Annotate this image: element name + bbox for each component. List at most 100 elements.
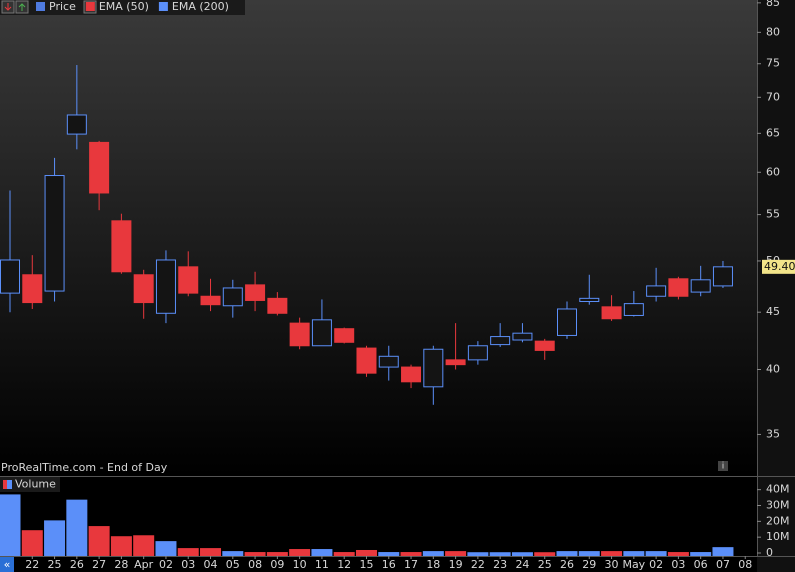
volume-bar bbox=[467, 552, 489, 556]
volume-bar bbox=[601, 551, 623, 556]
candle-body bbox=[579, 297, 600, 303]
x-tick-label: 26 bbox=[70, 558, 84, 571]
x-tick-label: 05 bbox=[226, 558, 240, 571]
volume-bar bbox=[422, 551, 444, 556]
candle-body bbox=[423, 348, 444, 388]
legend-swatch bbox=[85, 2, 95, 11]
x-tick-label: 03 bbox=[671, 558, 685, 571]
x-tick-label: 08 bbox=[248, 558, 262, 571]
candle-body bbox=[690, 279, 711, 293]
x-tick-label: May bbox=[622, 558, 645, 571]
candle-body bbox=[646, 285, 667, 297]
volume-bar bbox=[578, 551, 600, 556]
y-tick-label: 40 bbox=[766, 362, 780, 375]
volume-bar bbox=[222, 551, 244, 556]
y-tick-label: 70 bbox=[766, 90, 780, 103]
volume-bar bbox=[712, 547, 734, 556]
x-tick-label: 22 bbox=[25, 558, 39, 571]
volume-bar bbox=[155, 541, 177, 556]
down-icon bbox=[4, 3, 12, 11]
candle-body bbox=[0, 259, 20, 294]
info-button[interactable] bbox=[718, 461, 728, 471]
volume-bar bbox=[177, 548, 199, 556]
volume-bar bbox=[667, 552, 689, 556]
last-price-box bbox=[762, 259, 795, 274]
legend-label: EMA (200) bbox=[172, 0, 229, 13]
y-tick-label: 65 bbox=[766, 126, 780, 139]
y-tick-label: 85 bbox=[766, 0, 780, 9]
x-tick-label: 02 bbox=[159, 558, 173, 571]
scroll-left-button[interactable] bbox=[0, 557, 14, 572]
x-tick-label: 25 bbox=[48, 558, 62, 571]
volume-bar bbox=[66, 499, 88, 556]
candle-body bbox=[111, 220, 132, 273]
volume-bar bbox=[133, 535, 155, 556]
candle-body bbox=[401, 366, 422, 383]
volume-bar bbox=[0, 494, 21, 556]
volume-bar bbox=[400, 552, 422, 556]
candle-body bbox=[601, 306, 622, 320]
legend-label: Price bbox=[49, 0, 76, 13]
y-tick-label: 55 bbox=[766, 208, 780, 221]
volume-bar bbox=[690, 552, 712, 556]
info-icon: i bbox=[722, 462, 725, 472]
x-tick-label: 03 bbox=[181, 558, 195, 571]
y-tick-label: 80 bbox=[766, 25, 780, 38]
volume-y-tick-label: 10M bbox=[766, 530, 790, 543]
candle-body bbox=[222, 287, 243, 307]
legend-swatch bbox=[36, 2, 45, 11]
volume-bar bbox=[623, 551, 645, 556]
candle-body bbox=[89, 141, 110, 194]
candle-body bbox=[356, 347, 377, 374]
candle-body bbox=[311, 319, 332, 347]
candle-body bbox=[712, 266, 733, 287]
x-tick-label: 07 bbox=[716, 558, 730, 571]
x-tick-label: 23 bbox=[493, 558, 507, 571]
x-tick-label: 09 bbox=[270, 558, 284, 571]
scroll-left-icon: « bbox=[4, 558, 11, 571]
legend-label: EMA (50) bbox=[99, 0, 149, 13]
candle-body bbox=[155, 259, 176, 314]
x-tick-label: 19 bbox=[449, 558, 463, 571]
x-tick-label: 06 bbox=[694, 558, 708, 571]
candle-body bbox=[334, 328, 355, 343]
x-tick-label: 08 bbox=[738, 558, 752, 571]
y-tick-label: 75 bbox=[766, 57, 780, 70]
candle-body bbox=[66, 114, 87, 135]
volume-swatch-red bbox=[3, 480, 7, 489]
candle-body bbox=[22, 274, 43, 304]
volume-bar bbox=[355, 549, 377, 556]
volume-y-tick-label: 40M bbox=[766, 483, 790, 496]
x-tick-label: 27 bbox=[92, 558, 106, 571]
candle-body bbox=[512, 332, 533, 341]
x-tick-label: 10 bbox=[293, 558, 307, 571]
volume-bar bbox=[445, 551, 467, 556]
candle-body bbox=[178, 266, 199, 294]
x-tick-label: 29 bbox=[582, 558, 596, 571]
candle-body bbox=[267, 297, 288, 314]
volume-bar bbox=[110, 536, 132, 556]
annotation: ProRealTime.com - End of Day bbox=[1, 461, 168, 474]
volume-bar bbox=[244, 552, 266, 556]
volume-bar bbox=[311, 549, 333, 556]
x-tick-label: 24 bbox=[515, 558, 529, 571]
candle-body bbox=[289, 322, 310, 347]
candle-body bbox=[668, 278, 689, 297]
volume-bar bbox=[333, 552, 355, 556]
volume-bar bbox=[200, 548, 222, 556]
volume-legend-box bbox=[0, 477, 60, 492]
x-tick-label: 02 bbox=[649, 558, 663, 571]
x-tick-label: 18 bbox=[426, 558, 440, 571]
candle-body bbox=[557, 308, 577, 336]
toolbar bbox=[0, 0, 245, 15]
volume-bar bbox=[534, 552, 556, 556]
candle-body bbox=[467, 345, 488, 361]
up-icon bbox=[18, 3, 26, 11]
volume-bar bbox=[378, 552, 400, 556]
x-tick-label: 11 bbox=[315, 558, 329, 571]
x-tick-label: 04 bbox=[204, 558, 218, 571]
x-tick-label: Apr bbox=[134, 558, 154, 571]
volume-y-tick-label: 30M bbox=[766, 499, 790, 512]
candle-body bbox=[200, 295, 221, 306]
